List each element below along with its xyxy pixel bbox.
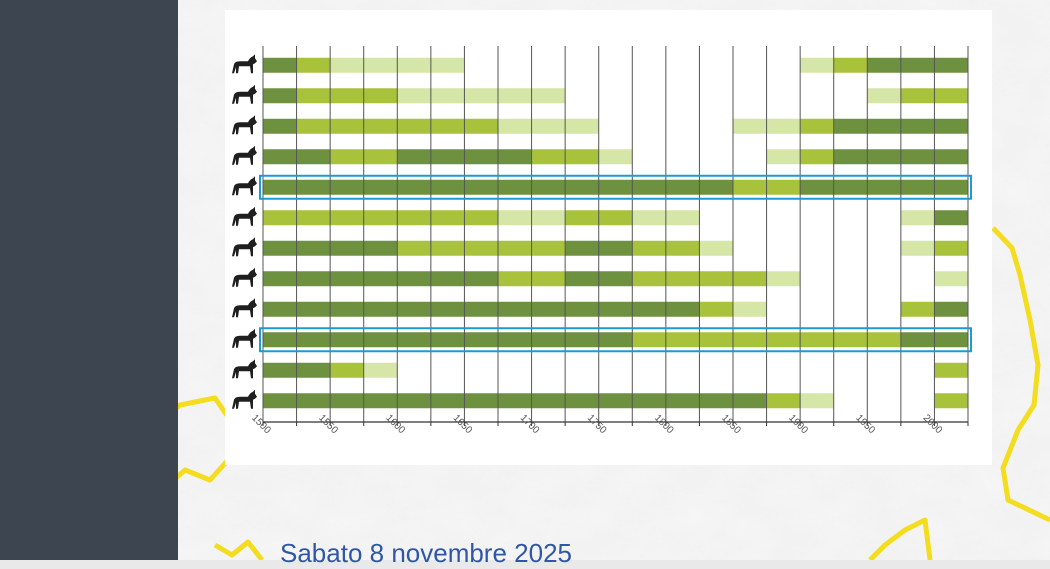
row-highlight-box [259, 327, 972, 353]
presence-bar [330, 362, 364, 378]
presence-bar [900, 210, 935, 226]
red-deer-icon [232, 145, 257, 165]
chamois-icon-shape [232, 176, 257, 196]
beaver-icon-shape [232, 359, 257, 379]
ibex-icon [232, 54, 257, 74]
region-border-bottom-right [868, 517, 933, 560]
presence-bar [766, 393, 801, 409]
row-highlight-box [259, 174, 972, 200]
bird-of-prey-icon-shape [232, 298, 257, 318]
lynx-icon-shape [232, 237, 257, 257]
otter-icon-shape [232, 389, 257, 409]
presence-bar [833, 57, 868, 73]
presence-bar [263, 88, 297, 104]
presence-bar [363, 362, 398, 378]
roe-deer-icon [232, 115, 257, 135]
presence-bar [766, 271, 801, 287]
x-tick-label: 1950 [853, 413, 877, 437]
presence-bar [699, 240, 733, 256]
presence-bar [900, 301, 935, 317]
x-tick-label: 1850 [719, 413, 743, 437]
ibex-icon-shape [232, 54, 257, 74]
x-tick-label: 1750 [585, 413, 609, 437]
event-date: Sabato 8 novembre 2025 [280, 538, 572, 568]
x-tick-label: 1550 [316, 413, 340, 437]
region-border-bottom [213, 539, 264, 560]
roe-deer-icon-shape [232, 115, 257, 135]
x-tick-label: 1800 [652, 413, 676, 437]
x-tick-label: 1900 [786, 413, 810, 437]
presence-bar [867, 57, 968, 73]
presence-bar [800, 149, 834, 165]
presence-bar [934, 362, 968, 378]
presence-bar [934, 301, 968, 317]
vulture-icon-shape [232, 328, 257, 348]
vulture-icon [232, 328, 257, 348]
presence-bar [934, 210, 968, 226]
presence-bar [934, 393, 968, 409]
presence-bar [934, 271, 968, 287]
presence-bar [263, 210, 498, 226]
x-tick-label: 1700 [518, 413, 542, 437]
region-border-right [991, 226, 1050, 523]
chart-card: 1500 1550 1600 1650 1700 1750 1800 1850 1900 1950… [225, 10, 992, 465]
wolf-icon [232, 206, 257, 226]
x-tick-label: 1650 [451, 413, 475, 437]
presence-bar [766, 149, 801, 165]
otter-icon [232, 389, 257, 409]
presence-bar [800, 179, 968, 195]
presence-bar [800, 57, 834, 73]
presence-bar [934, 240, 968, 256]
species-presence-chart: 1500 1550 1600 1650 1700 1750 1800 1850 1900 1950… [232, 46, 972, 437]
x-tick-label: 2000 [921, 413, 945, 437]
presence-bar [867, 88, 901, 104]
red-deer-icon-shape [232, 145, 257, 165]
presence-bar [498, 118, 599, 134]
bear-icon [232, 267, 257, 287]
presence-bar [800, 118, 834, 134]
presence-bar [699, 301, 733, 317]
presence-bar [263, 301, 700, 317]
presence-bar [900, 240, 935, 256]
presence-bar [263, 57, 297, 73]
beaver-icon [232, 359, 257, 379]
bear-icon-shape [232, 267, 257, 287]
bird-of-prey-icon [232, 298, 257, 318]
chamois-icon [232, 176, 257, 196]
presence-bar [263, 393, 767, 409]
presence-bar [263, 332, 633, 348]
lynx-icon [232, 237, 257, 257]
presence-bar [263, 271, 498, 287]
wild-boar-icon [232, 84, 257, 104]
presence-bar [598, 149, 633, 165]
presence-bar [296, 88, 398, 104]
presence-bar [296, 57, 331, 73]
x-tick-label: 1500 [249, 413, 273, 437]
side-panel [0, 0, 178, 560]
presence-bar [733, 301, 767, 317]
x-tick-label: 1600 [383, 413, 407, 437]
wild-boar-icon-shape [232, 84, 257, 104]
presence-bar [800, 393, 834, 409]
presence-bar [397, 88, 566, 104]
presence-bar [263, 118, 297, 134]
wolf-icon-shape [232, 206, 257, 226]
presence-bar [397, 240, 566, 256]
